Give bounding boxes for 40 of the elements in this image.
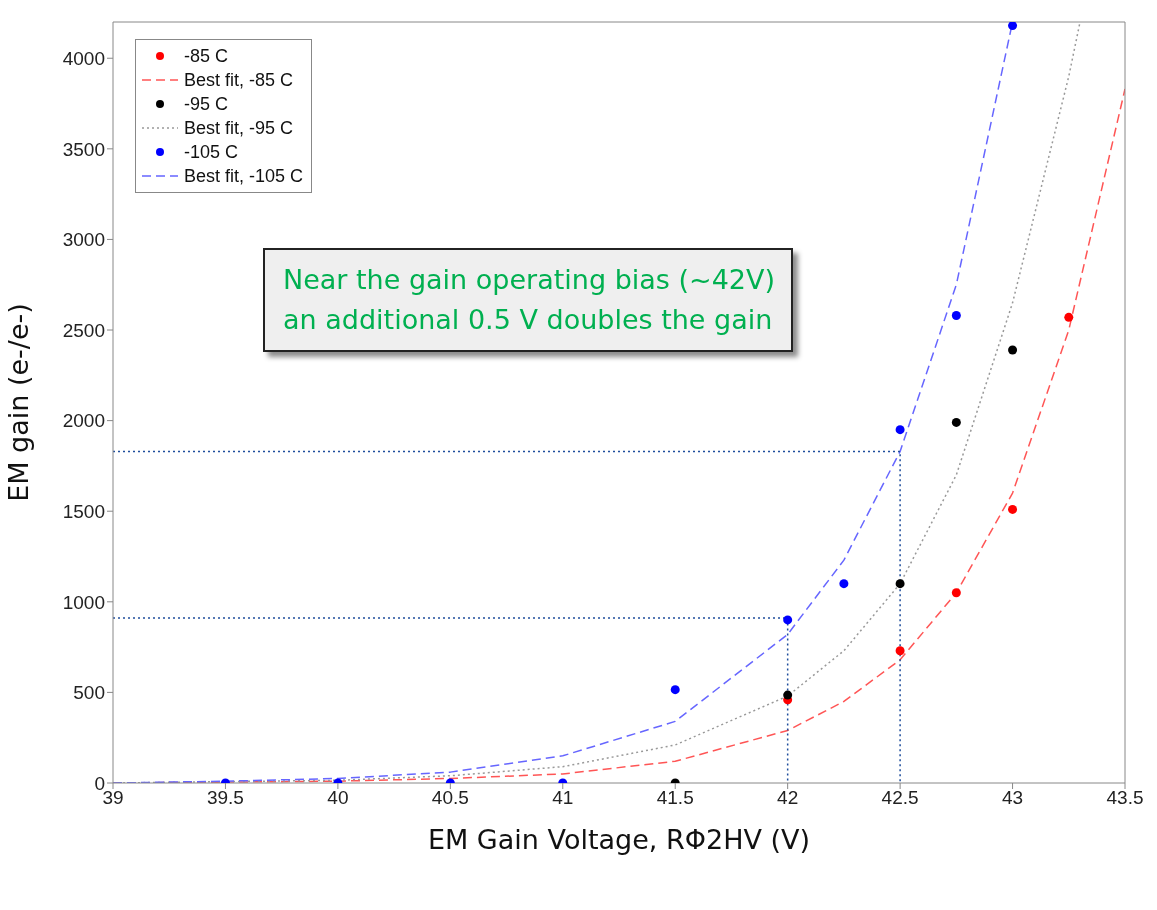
x-tick-label: 42 [777, 787, 799, 809]
y-tick-label: 4000 [62, 47, 105, 69]
point [951, 311, 961, 321]
x-tick-label: 39.5 [206, 787, 244, 809]
point [1008, 22, 1018, 31]
y-tick-label: 1000 [62, 591, 105, 613]
point [895, 425, 905, 435]
point [1064, 312, 1074, 322]
x-axis-title: EM Gain Voltage, RΦ2HV (V) [427, 824, 811, 855]
legend-label: Best fit, -85 C [184, 69, 294, 92]
x-tick-label: 43.5 [1106, 787, 1144, 809]
y-tick-label: 1500 [62, 500, 105, 522]
point [670, 685, 680, 695]
point [783, 690, 793, 700]
y-tick-label: 2500 [62, 319, 105, 341]
legend-label: Best fit, -105 C [184, 165, 304, 188]
x-tick-label: 42.5 [881, 787, 919, 809]
legend-label: Best fit, -95 C [184, 117, 294, 140]
point [951, 417, 961, 427]
point [895, 579, 905, 589]
legend-label: -105 C [184, 141, 239, 164]
annotation: Near the gain operating bias (~42V) an additional 0.5 V doubles the gain [263, 248, 793, 352]
legend-label: -95 C [184, 93, 229, 116]
point [783, 615, 793, 625]
y-tick-label: 3500 [62, 138, 105, 160]
y-axis-title: EM gain (e-/e-) [2, 303, 34, 502]
x-tick-label: 41 [552, 787, 574, 809]
x-tick-label: 40.5 [431, 787, 469, 809]
y-tick-label: 2000 [62, 410, 105, 432]
point [839, 579, 849, 589]
y-tick-label: 3000 [62, 229, 105, 251]
x-tick-label: 41.5 [656, 787, 694, 809]
point [951, 588, 961, 598]
x-tick-label: 40 [327, 787, 349, 809]
legend-label: -85 C [184, 45, 229, 68]
y-tick-label: 500 [73, 682, 105, 704]
x-tick-label: 43 [1001, 787, 1024, 809]
point [1008, 345, 1018, 355]
point [895, 646, 905, 656]
point [1008, 504, 1018, 514]
